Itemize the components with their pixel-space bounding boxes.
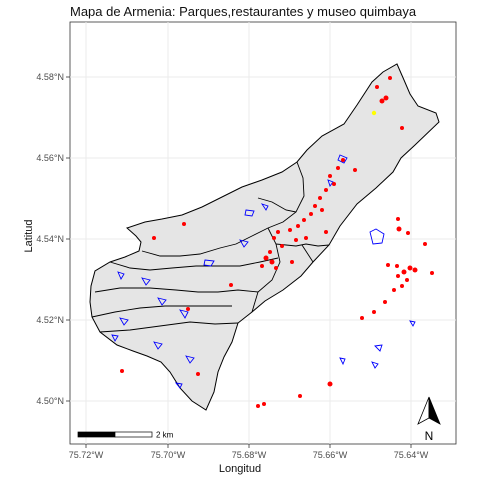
park-polygon xyxy=(339,357,346,366)
restaurant-point xyxy=(269,259,275,265)
restaurant-point xyxy=(405,278,409,282)
park-polygon xyxy=(203,259,215,267)
restaurant-point xyxy=(423,242,427,246)
x-axis-label: Longitud xyxy=(218,463,262,475)
restaurant-point xyxy=(328,174,332,178)
restaurant-point xyxy=(379,98,385,104)
restaurant-point xyxy=(324,230,328,234)
park-polygon xyxy=(337,154,348,164)
restaurant-point xyxy=(294,238,298,242)
park-polygon xyxy=(371,361,379,369)
restaurant-point xyxy=(383,95,389,101)
restaurant-point xyxy=(268,250,272,254)
restaurant-point xyxy=(406,231,410,235)
restaurant-point xyxy=(302,218,306,222)
scale-bar: 2 km xyxy=(77,431,174,440)
restaurant-point xyxy=(375,85,379,89)
park-polygon xyxy=(157,297,167,306)
restaurant-point xyxy=(260,264,264,268)
y-tick-label: 4.58°N xyxy=(36,72,64,82)
restaurant-point xyxy=(262,402,266,406)
restaurant-point xyxy=(182,222,186,226)
restaurant-point xyxy=(383,300,387,304)
map-title: Mapa de Armenia: Parques,restaurantes y … xyxy=(70,4,417,19)
park-polygon xyxy=(111,334,119,342)
restaurant-point xyxy=(318,196,322,200)
restaurant-point xyxy=(395,264,399,268)
restaurant-point xyxy=(186,307,190,311)
restaurant-point xyxy=(353,168,357,172)
restaurant-point xyxy=(152,236,156,240)
restaurant-point xyxy=(360,316,364,320)
restaurant-point xyxy=(229,283,233,287)
x-tick-label: 75.66°W xyxy=(313,450,348,460)
restaurant-point xyxy=(276,230,280,234)
restaurant-point xyxy=(263,255,269,261)
restaurants-layer xyxy=(120,76,434,408)
restaurant-point xyxy=(274,266,278,270)
restaurant-point xyxy=(396,226,402,232)
restaurant-point xyxy=(400,284,404,288)
x-tick-label: 75.64°W xyxy=(394,450,429,460)
restaurant-point xyxy=(407,265,413,271)
x-tick-label: 75.70°W xyxy=(151,450,186,460)
restaurant-point xyxy=(272,236,276,240)
restaurant-point xyxy=(309,212,313,216)
restaurant-point xyxy=(256,404,260,408)
parks-layer xyxy=(111,154,416,389)
restaurant-point xyxy=(280,244,284,248)
restaurant-point xyxy=(430,271,434,275)
restaurant-point xyxy=(290,260,294,264)
park-polygon xyxy=(117,271,125,280)
restaurant-point xyxy=(288,228,292,232)
restaurant-point xyxy=(341,158,345,162)
museum-point xyxy=(371,110,377,116)
x-tick-label: 75.68°W xyxy=(232,450,267,460)
park-polygon xyxy=(327,179,334,187)
park-polygon xyxy=(369,228,385,245)
park-polygon xyxy=(185,355,195,364)
park-polygon xyxy=(153,341,163,350)
north-arrow-icon: N xyxy=(417,396,441,443)
park-polygon xyxy=(374,344,383,352)
restaurant-point xyxy=(298,394,302,398)
restaurant-point xyxy=(372,310,376,314)
y-tick-label: 4.54°N xyxy=(36,234,64,244)
restaurant-point xyxy=(400,126,404,130)
park-polygon xyxy=(119,317,129,326)
restaurant-point xyxy=(412,267,418,273)
restaurant-point xyxy=(296,224,300,228)
park-polygon xyxy=(239,239,249,248)
restaurant-point xyxy=(120,369,124,373)
north-label: N xyxy=(425,429,434,443)
restaurant-point xyxy=(336,166,340,170)
park-polygon xyxy=(141,277,151,286)
restaurant-point xyxy=(392,288,396,292)
park-polygon xyxy=(174,382,183,389)
scale-bar-label: 2 km xyxy=(156,431,174,440)
restaurant-point xyxy=(320,208,324,212)
axis-ticks xyxy=(66,76,412,448)
restaurant-point xyxy=(396,217,400,221)
restaurant-point xyxy=(332,182,336,186)
restaurant-point xyxy=(327,381,333,387)
park-polygon xyxy=(244,209,255,217)
restaurant-point xyxy=(304,236,308,240)
y-tick-label: 4.50°N xyxy=(36,396,64,406)
restaurant-point xyxy=(386,263,390,267)
x-tick-label: 75.72°W xyxy=(69,450,104,460)
restaurant-point xyxy=(401,269,407,275)
park-polygon xyxy=(409,320,416,327)
restaurant-point xyxy=(196,372,200,376)
restaurant-point xyxy=(396,274,400,278)
restaurant-point xyxy=(313,204,317,208)
park-polygon xyxy=(179,309,189,319)
restaurant-point xyxy=(388,76,392,80)
comuna-boundaries xyxy=(91,161,330,333)
restaurant-point xyxy=(324,188,328,192)
park-polygon xyxy=(260,203,269,211)
y-tick-label: 4.52°N xyxy=(36,315,64,325)
y-tick-label: 4.56°N xyxy=(36,153,64,163)
